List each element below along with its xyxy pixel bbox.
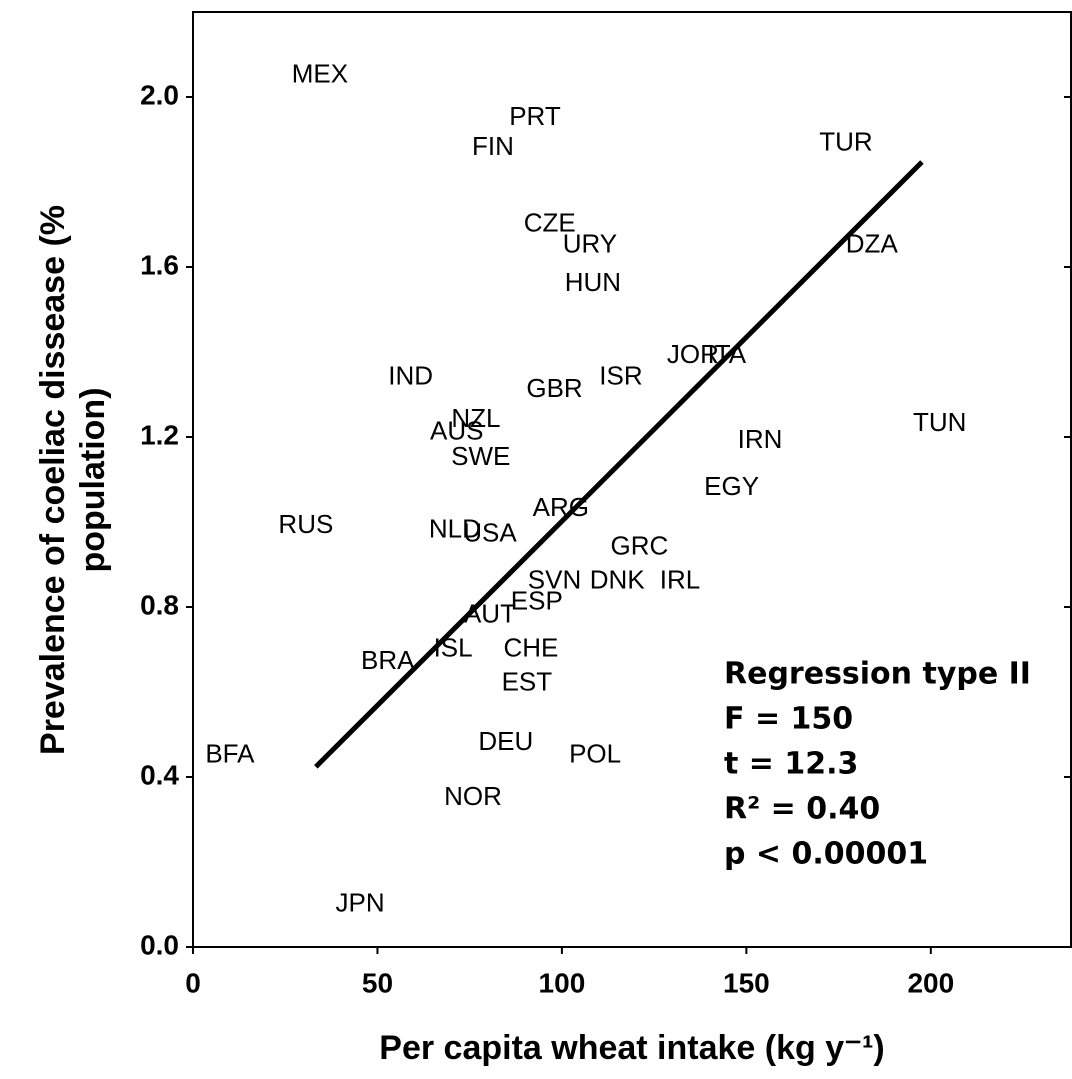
regression-line xyxy=(314,160,924,769)
point-label: BFA xyxy=(205,739,255,769)
point-label: POL xyxy=(569,739,621,769)
annotation: t = 12.3 xyxy=(724,747,858,782)
x-tick-label: 200 xyxy=(907,967,954,998)
point-label: DEU xyxy=(478,726,533,756)
point-label: TUR xyxy=(819,127,872,157)
y-tick-label: 2.0 xyxy=(140,79,179,110)
x-tick-label: 150 xyxy=(723,967,770,998)
point-label: GRC xyxy=(610,530,668,560)
point-label: ISL xyxy=(434,632,473,662)
point-label: EGY xyxy=(704,471,759,501)
y-tick-label: 1.6 xyxy=(140,249,179,280)
point-label: SVN xyxy=(528,564,581,594)
point-label: EST xyxy=(502,666,553,696)
x-tick-label: 100 xyxy=(539,967,586,998)
point-label: BRA xyxy=(361,645,415,675)
point-label: FIN xyxy=(472,131,514,161)
point-label: SWE xyxy=(451,441,510,471)
plot-frame xyxy=(192,11,1072,948)
point-label: GBR xyxy=(526,373,582,403)
point-label: URY xyxy=(563,229,617,259)
point-label: ESP xyxy=(511,586,563,616)
point-label: CZE xyxy=(524,207,576,237)
point-label: IRL xyxy=(660,564,700,594)
point-label: IRN xyxy=(738,424,783,454)
point-label: CHE xyxy=(503,632,558,662)
point-label: DZA xyxy=(846,229,899,259)
point-label: ARG xyxy=(533,492,589,522)
point-label: NOR xyxy=(444,781,502,811)
point-label: IND xyxy=(388,360,433,390)
x-tick-label: 0 xyxy=(185,967,201,998)
point-label: RUS xyxy=(278,509,333,539)
point-label: NLD xyxy=(429,513,481,543)
y-axis-title: population) xyxy=(74,387,112,572)
x-axis-title: Per capita wheat intake (kg y⁻¹) xyxy=(379,1029,884,1067)
y-tick-label: 0.0 xyxy=(140,929,179,960)
point-label: JPN xyxy=(336,887,385,917)
point-label: JOR xyxy=(667,339,719,369)
point-label: USA xyxy=(463,518,517,548)
annotation: R² = 0.40 xyxy=(724,792,880,827)
y-tick-label: 0.8 xyxy=(140,589,179,620)
point-label: ISR xyxy=(599,360,642,390)
point-label: AUS xyxy=(430,416,483,446)
point-label: TUN xyxy=(913,407,966,437)
y-tick-label: 1.2 xyxy=(140,419,179,450)
y-axis-title: Prevalence of coeliac dissease (% xyxy=(34,205,72,755)
y-axis-title-group: Prevalence of coeliac dissease (% popula… xyxy=(34,205,112,755)
point-label: NZL xyxy=(451,403,500,433)
point-label: DNK xyxy=(590,564,646,594)
point-label: HUN xyxy=(565,267,621,297)
y-tick-label: 0.4 xyxy=(140,759,179,790)
point-label: PRT xyxy=(509,101,561,131)
x-tick-label: 50 xyxy=(362,967,393,998)
annotation: Regression type II xyxy=(724,657,1031,692)
annotation: p < 0.00001 xyxy=(724,837,928,872)
point-label: MEX xyxy=(292,59,348,89)
annotation: F = 150 xyxy=(724,702,853,737)
